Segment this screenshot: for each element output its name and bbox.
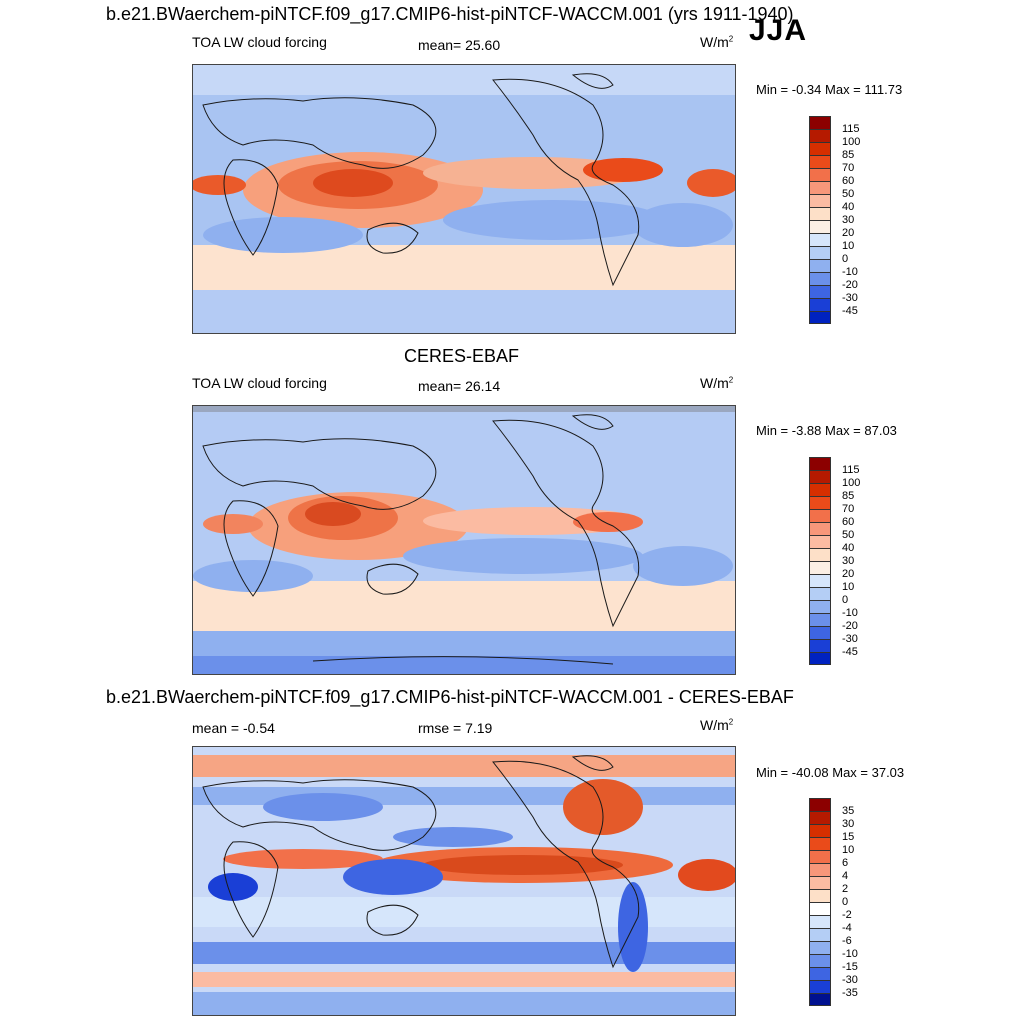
colorbar-tick: 15 xyxy=(842,831,855,843)
panel1-map-svg xyxy=(193,65,735,333)
panel3-minmax: Min = -40.08 Max = 37.03 xyxy=(756,765,905,780)
colorbar-tick: 10 xyxy=(842,581,855,593)
panel3-map xyxy=(192,746,736,1016)
colorbar-tick: 115 xyxy=(842,464,860,476)
figure-title: b.e21.BWaerchem-piNTCF.f09_g17.CMIP6-his… xyxy=(106,4,794,24)
colorbar-tick: 35 xyxy=(842,805,855,817)
colorbar-tick: 70 xyxy=(842,503,855,515)
colorbar-tick: 40 xyxy=(842,201,855,213)
colorbar-tick: 20 xyxy=(842,568,855,580)
colorbar-tick: 60 xyxy=(842,516,855,528)
panel1-minmax: Min = -0.34 Max = 111.73 xyxy=(756,82,903,97)
panel1-variable-label: TOA LW cloud forcing xyxy=(192,34,327,50)
panel2-map xyxy=(192,405,736,675)
panel3-rmse-label: rmse = 7.19 xyxy=(418,720,493,736)
colorbar-tick: 60 xyxy=(842,175,855,187)
panel2-map-svg xyxy=(193,406,735,674)
colorbar-tick: 50 xyxy=(842,529,855,541)
colorbar-tick: 30 xyxy=(842,555,855,567)
colorbar-tick: 4 xyxy=(842,870,849,882)
colorbar-tick: -10 xyxy=(842,266,858,278)
panel1-mean-label: mean= 25.60 xyxy=(418,37,501,53)
colorbar-tick: -15 xyxy=(842,961,858,973)
colorbar-tick: 30 xyxy=(842,818,855,830)
colorbar-tick: 100 xyxy=(842,136,861,148)
panel3-title: b.e21.BWaerchem-piNTCF.f09_g17.CMIP6-his… xyxy=(106,687,794,707)
colorbar-tick: -10 xyxy=(842,607,858,619)
colorbar-tick: -4 xyxy=(842,922,852,934)
colorbar-tick: 2 xyxy=(842,883,849,895)
colorbar-tick: 6 xyxy=(842,857,849,869)
colorbar-tick: 100 xyxy=(842,477,861,489)
colorbar-tick: -10 xyxy=(842,948,858,960)
colorbar-tick: 20 xyxy=(842,227,855,239)
panel2-mean-label: mean= 26.14 xyxy=(418,378,501,394)
colorbar-tick: -20 xyxy=(842,620,858,632)
panel3-mean-label: mean = -0.54 xyxy=(192,720,275,736)
colorbar-tick: -35 xyxy=(842,987,858,999)
panel3-map-svg xyxy=(193,747,735,1015)
colorbar-tick: 85 xyxy=(842,149,855,161)
panel2-units: W/m2 xyxy=(700,375,734,391)
colorbar-tick: -30 xyxy=(842,292,858,304)
colorbar-tick: 30 xyxy=(842,214,855,226)
panel3-units: W/m2 xyxy=(700,717,734,733)
panel2-colorbar xyxy=(809,457,831,665)
panel1-units: W/m2 xyxy=(700,34,734,50)
colorbar-tick: 85 xyxy=(842,490,855,502)
panel2-variable-label: TOA LW cloud forcing xyxy=(192,375,327,391)
colorbar-tick: 0 xyxy=(842,253,849,265)
colorbar-tick: 50 xyxy=(842,188,855,200)
panel1-map xyxy=(192,64,736,334)
colorbar-tick: -30 xyxy=(842,974,858,986)
colorbar-tick: -45 xyxy=(842,646,858,658)
colorbar-tick: -20 xyxy=(842,279,858,291)
colorbar-tick: -45 xyxy=(842,305,858,317)
colorbar-tick: -2 xyxy=(842,909,852,921)
colorbar-tick: 0 xyxy=(842,594,849,606)
colorbar-tick: 10 xyxy=(842,844,855,856)
panel2-minmax: Min = -3.88 Max = 87.03 xyxy=(756,423,897,438)
colorbar-tick: 70 xyxy=(842,162,855,174)
panel3-colorbar xyxy=(809,798,831,1006)
colorbar-tick: -6 xyxy=(842,935,852,947)
colorbar-tick: -30 xyxy=(842,633,858,645)
colorbar-tick: 115 xyxy=(842,123,860,135)
colorbar-tick: 0 xyxy=(842,896,849,908)
panel2-title: CERES-EBAF xyxy=(404,346,520,366)
panel1-colorbar xyxy=(809,116,831,324)
colorbar-tick: 40 xyxy=(842,542,855,554)
season-label: JJA xyxy=(749,14,808,47)
colorbar-tick: 10 xyxy=(842,240,855,252)
